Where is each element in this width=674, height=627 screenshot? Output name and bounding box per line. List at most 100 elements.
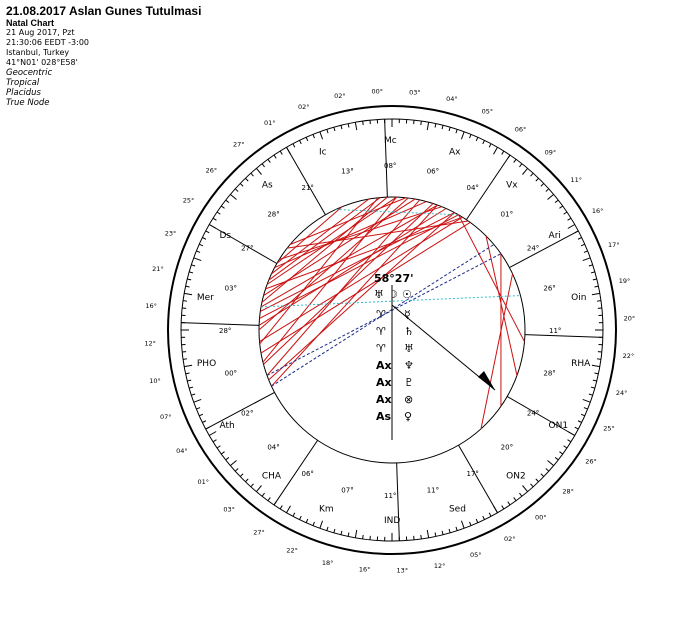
- axis-label-mc: Mc: [384, 136, 397, 146]
- degree-tick: [493, 147, 498, 155]
- inner-degree-i5: 04°: [467, 184, 479, 192]
- inner-degree-i10: 28°: [543, 370, 555, 378]
- degree-tick: [540, 473, 545, 477]
- degree-tick: [187, 379, 192, 382]
- degree-tick: [482, 515, 485, 520]
- degree-tick: [594, 285, 599, 288]
- outer-degree-o25: 16°: [359, 566, 371, 574]
- degree-tick: [582, 257, 591, 262]
- degree-tick: [567, 439, 572, 443]
- degree-tick: [475, 518, 479, 523]
- degree-tick: [362, 534, 364, 540]
- aspect-line-red: [265, 216, 463, 290]
- inner-degree-i11: 24°: [527, 410, 539, 418]
- degree-tick: [588, 393, 593, 396]
- degree-tick: [567, 217, 572, 221]
- degree-tick: [501, 505, 505, 510]
- degree-tick: [216, 445, 221, 449]
- degree-tick: [182, 300, 188, 302]
- outer-degree-o34: 12°: [144, 340, 156, 348]
- axis-label-ari: Ari: [549, 231, 561, 241]
- degree-tick: [563, 211, 568, 215]
- degree-tick: [547, 193, 554, 200]
- center-row-right: ♆: [404, 359, 414, 372]
- house-cusp-line: [465, 154, 511, 221]
- inner-degree-i21: 28°: [219, 327, 231, 335]
- degree-tick: [592, 278, 597, 281]
- inner-degree-i1: 21°: [302, 184, 314, 192]
- axis-label-oin: Oin: [571, 293, 586, 303]
- center-row-left: Ax: [376, 359, 392, 372]
- degree-tick: [513, 497, 517, 501]
- degree-tick: [420, 120, 422, 126]
- degree-tick: [184, 364, 193, 368]
- degree-tick: [347, 123, 350, 128]
- inner-degree-i8: 26°: [543, 284, 555, 292]
- center-row-right: ♀: [404, 410, 412, 423]
- outer-degree-o10: 11°: [571, 176, 583, 184]
- degree-tick: [340, 530, 343, 535]
- degree-tick: [488, 512, 492, 517]
- degree-tick: [187, 278, 192, 281]
- degree-tick: [212, 439, 217, 443]
- outer-degree-o19: 28°: [562, 488, 574, 496]
- outer-degree-o7: 05°: [482, 108, 494, 116]
- degree-tick: [189, 271, 194, 274]
- degree-tick: [469, 134, 472, 139]
- degree-tick: [567, 224, 575, 229]
- outer-degree-o36: 21°: [152, 265, 164, 273]
- degree-tick: [199, 243, 204, 247]
- axis-label-ax: Ax: [449, 147, 461, 157]
- degree-tick: [202, 237, 207, 240]
- setting-tropical: Tropical: [6, 78, 40, 88]
- outer-degree-o15: 22°: [623, 352, 635, 360]
- degree-tick: [292, 512, 296, 517]
- chart-header: 21.08.2017 Aslan Gunes Tutulmasi Natal C…: [6, 4, 201, 108]
- degree-tick: [580, 413, 585, 417]
- header-coords: 41°N01' 028°E58': [6, 58, 78, 67]
- degree-tick: [340, 125, 343, 130]
- outer-degree-o27: 22°: [286, 546, 298, 554]
- aspect-line-red: [261, 196, 388, 303]
- degree-tick: [255, 168, 262, 175]
- degree-tick: [185, 372, 190, 375]
- degree-tick: [583, 250, 588, 253]
- degree-tick: [216, 211, 221, 215]
- center-row-left: As: [376, 410, 392, 423]
- degree-tick: [563, 445, 568, 449]
- aspect-line-red: [268, 212, 455, 381]
- center-aspect-grid: ♈ ☿ ♈ ♄ ♈ ♅ Ax ♆ Ax ♇ Ax ⊗ As ♀: [376, 308, 414, 423]
- center-row-left: Ax: [376, 393, 392, 406]
- outer-degree-o24: 13°: [397, 567, 409, 575]
- degree-tick: [221, 451, 225, 455]
- degree-tick: [596, 300, 602, 302]
- outer-degree-o18: 26°: [585, 458, 597, 466]
- degree-tick: [488, 143, 492, 148]
- center-angle: 58°27': [374, 272, 413, 285]
- degree-tick: [239, 183, 244, 187]
- inner-degree-i23: 27°: [241, 245, 253, 253]
- degree-tick: [547, 460, 554, 467]
- center-row-right: ♄: [404, 325, 414, 338]
- inner-degree-i18: 04°: [267, 444, 279, 452]
- degree-tick: [522, 485, 529, 492]
- aspect-line-blue: [271, 244, 495, 387]
- outer-degree-o22: 05°: [470, 551, 482, 559]
- outer-degree-o28: 27°: [253, 528, 265, 536]
- degree-tick: [507, 501, 511, 506]
- aspect-line-red: [266, 196, 397, 285]
- degree-tick: [205, 230, 210, 234]
- house-cusp-line: [509, 230, 579, 269]
- axis-label-pho: PHO: [197, 359, 216, 369]
- degree-tick: [354, 122, 358, 131]
- inner-degree-i14: 11°: [427, 486, 439, 494]
- house-cusp-line: [181, 322, 260, 326]
- house-cusp-line: [506, 396, 575, 436]
- degree-tick: [519, 492, 523, 497]
- degree-tick: [554, 199, 559, 203]
- inner-degree-i16: 07°: [341, 486, 353, 494]
- center-row-left: ♈: [376, 308, 386, 321]
- outer-degree-o6: 04°: [446, 95, 458, 103]
- outer-degree-o21: 02°: [504, 535, 516, 543]
- outer-degree-o8: 06°: [515, 126, 527, 134]
